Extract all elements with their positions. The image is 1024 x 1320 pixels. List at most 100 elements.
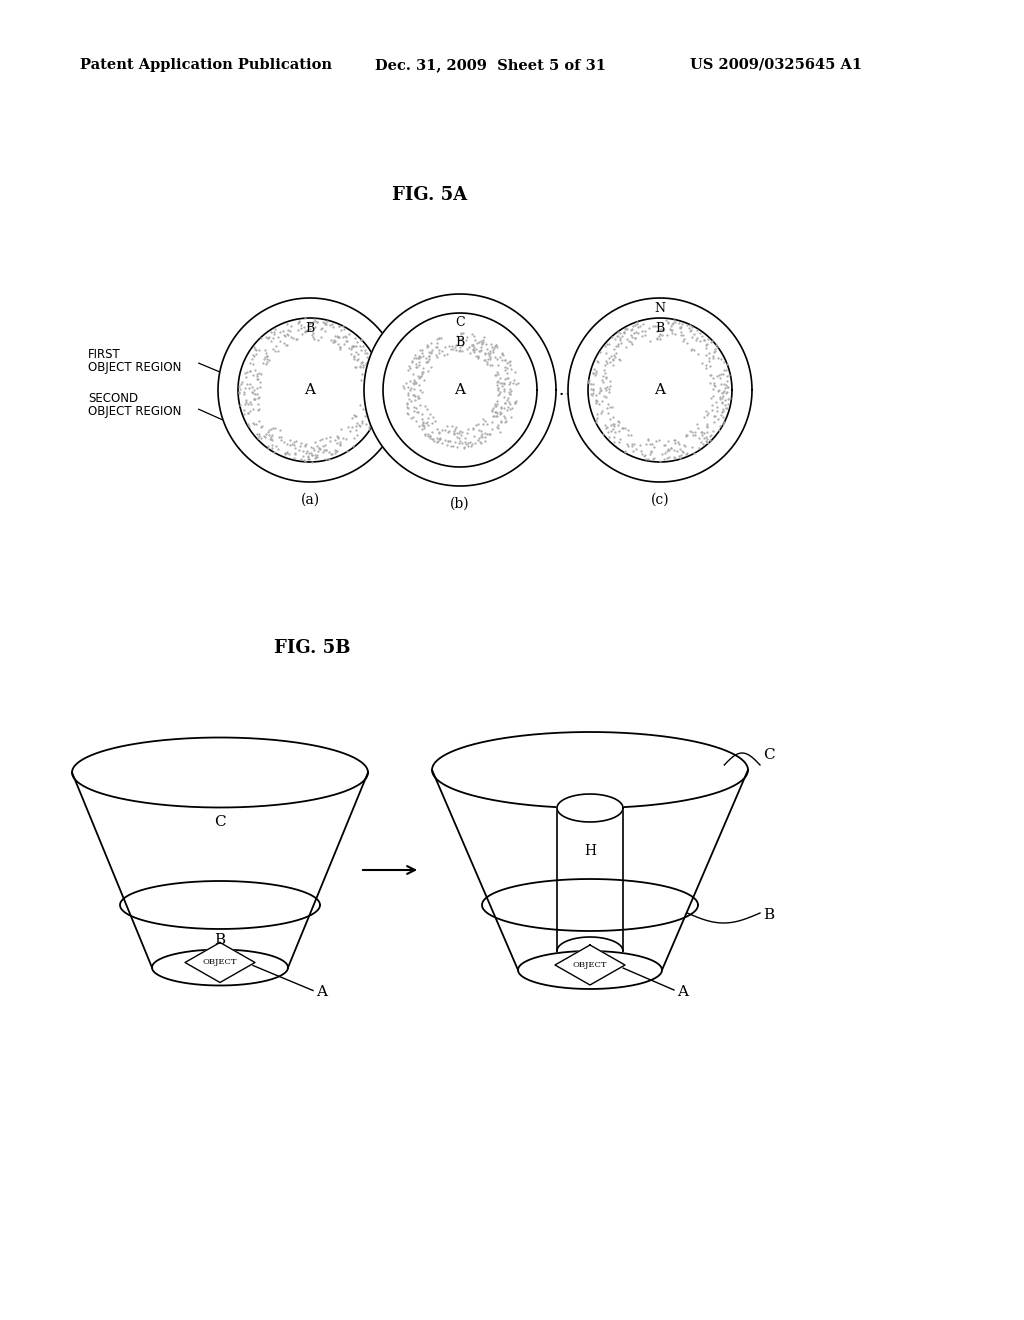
Point bbox=[585, 363, 601, 384]
Point bbox=[431, 422, 447, 444]
Point bbox=[316, 313, 333, 334]
Point bbox=[709, 366, 725, 387]
Point bbox=[431, 428, 447, 449]
Point bbox=[368, 403, 384, 424]
Point bbox=[439, 421, 456, 442]
Point bbox=[399, 396, 416, 417]
Point bbox=[492, 346, 508, 367]
Point bbox=[248, 339, 264, 360]
Point bbox=[428, 337, 444, 358]
Point bbox=[314, 442, 331, 463]
Point bbox=[451, 329, 467, 350]
Point bbox=[652, 329, 669, 350]
Point bbox=[407, 389, 423, 411]
Point bbox=[466, 337, 482, 358]
Point bbox=[311, 438, 328, 459]
Point bbox=[308, 446, 325, 467]
Point bbox=[241, 403, 257, 424]
Point bbox=[498, 392, 514, 413]
Point bbox=[402, 358, 419, 379]
Point bbox=[585, 379, 601, 400]
Point bbox=[346, 348, 362, 370]
Point bbox=[609, 414, 626, 436]
Point bbox=[592, 380, 608, 401]
Point bbox=[418, 413, 434, 434]
Point bbox=[607, 329, 624, 350]
Point bbox=[589, 391, 605, 412]
Point bbox=[500, 388, 516, 409]
Point bbox=[613, 333, 630, 354]
Point bbox=[490, 379, 507, 400]
Point bbox=[494, 412, 510, 433]
Point bbox=[607, 346, 624, 367]
Point bbox=[466, 326, 482, 347]
Point bbox=[232, 379, 249, 400]
Point bbox=[339, 416, 355, 437]
Point bbox=[411, 347, 427, 368]
Point bbox=[346, 346, 362, 367]
Point bbox=[707, 375, 723, 396]
Point bbox=[466, 342, 482, 363]
Point bbox=[598, 352, 614, 374]
Point bbox=[351, 356, 368, 378]
Point bbox=[606, 414, 623, 436]
Text: FIG. 5A: FIG. 5A bbox=[392, 186, 468, 205]
Point bbox=[420, 414, 436, 436]
Point bbox=[705, 421, 721, 442]
Point bbox=[368, 399, 384, 420]
Point bbox=[494, 376, 510, 397]
Point bbox=[588, 384, 604, 405]
Point bbox=[501, 374, 517, 395]
Point bbox=[588, 392, 604, 413]
Point bbox=[308, 312, 325, 333]
Point bbox=[716, 359, 732, 380]
Point bbox=[332, 434, 348, 455]
Point bbox=[590, 351, 606, 372]
Point bbox=[454, 433, 470, 454]
Point bbox=[306, 309, 323, 330]
Point bbox=[717, 378, 733, 399]
Point bbox=[489, 393, 506, 414]
Point bbox=[271, 322, 288, 343]
Point bbox=[496, 397, 512, 418]
Point bbox=[470, 347, 486, 368]
Point bbox=[699, 429, 716, 450]
Text: Dec. 31, 2009  Sheet 5 of 31: Dec. 31, 2009 Sheet 5 of 31 bbox=[375, 58, 606, 73]
Point bbox=[414, 404, 430, 425]
Point bbox=[247, 383, 263, 404]
Point bbox=[411, 375, 427, 396]
Point bbox=[707, 405, 723, 426]
Point bbox=[584, 374, 600, 395]
Point bbox=[420, 424, 436, 445]
Point bbox=[507, 362, 523, 383]
Point bbox=[371, 360, 387, 381]
Point bbox=[417, 395, 433, 416]
Point bbox=[679, 333, 695, 354]
Point bbox=[627, 327, 643, 348]
Point bbox=[401, 388, 418, 409]
Point bbox=[488, 403, 505, 424]
Point bbox=[403, 351, 420, 372]
Point bbox=[431, 327, 447, 348]
Point bbox=[398, 392, 415, 413]
Point bbox=[466, 425, 482, 446]
Point bbox=[675, 325, 691, 346]
Point bbox=[293, 449, 309, 470]
Point bbox=[476, 342, 493, 363]
Point bbox=[648, 430, 665, 451]
Point bbox=[632, 315, 648, 337]
Point bbox=[408, 372, 424, 393]
Point bbox=[350, 343, 367, 364]
Point bbox=[616, 322, 633, 343]
Point bbox=[667, 429, 683, 450]
Point bbox=[706, 347, 722, 368]
Point bbox=[306, 432, 323, 453]
Point bbox=[671, 433, 687, 454]
Point bbox=[249, 424, 265, 445]
Point bbox=[719, 397, 735, 418]
Point bbox=[615, 417, 632, 438]
Point bbox=[697, 430, 714, 451]
Point bbox=[343, 337, 359, 358]
Point bbox=[477, 348, 494, 370]
Point bbox=[326, 317, 342, 338]
